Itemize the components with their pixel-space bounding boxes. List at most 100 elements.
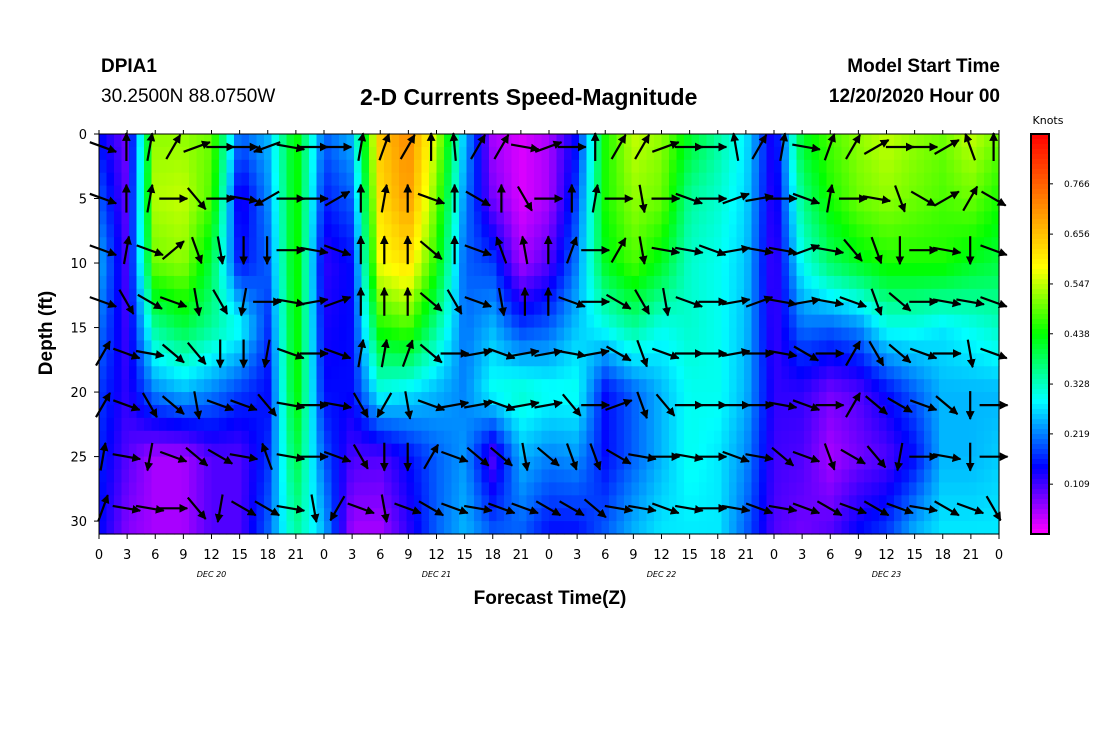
heat-cell [264, 508, 273, 522]
heat-cell [136, 392, 145, 406]
heat-cell [204, 250, 213, 264]
current-arrow [675, 453, 704, 463]
heat-cell [144, 250, 153, 264]
heat-cell [586, 379, 595, 393]
heat-cell [676, 404, 685, 419]
heat-cell [564, 379, 573, 393]
heat-cell [594, 404, 603, 419]
heat-cell [256, 404, 265, 419]
heat-cell [226, 353, 235, 367]
heat-cell [526, 275, 535, 290]
heat-cell [766, 172, 775, 187]
heat-cell [909, 134, 918, 148]
heat-cell [631, 134, 640, 148]
heat-cell [871, 379, 880, 393]
heat-cell [729, 288, 738, 303]
heat-cell [414, 366, 423, 380]
heat-cell [676, 417, 685, 432]
heat-cell [226, 379, 235, 393]
heat-cell [279, 469, 288, 483]
current-arrow [186, 496, 207, 520]
heat-cell [849, 288, 858, 303]
current-arrow [934, 139, 960, 155]
heat-cell [189, 314, 198, 329]
heat-cell [939, 237, 948, 251]
heat-cell [211, 469, 220, 483]
heat-cell [976, 263, 985, 277]
heat-cell [759, 275, 768, 290]
current-arrow [159, 296, 188, 309]
colorbar-cell [1031, 529, 1049, 535]
heat-cell [744, 211, 753, 225]
heat-cell [384, 443, 393, 458]
colorbar-cell [1031, 354, 1049, 360]
heat-cell [984, 288, 993, 303]
heat-cell [399, 288, 408, 303]
heat-cell [984, 469, 993, 483]
heat-cell [99, 417, 108, 432]
heat-cell [271, 366, 280, 380]
heat-cell [481, 288, 490, 303]
heat-cell [279, 146, 288, 161]
heat-cell [909, 366, 918, 380]
heat-cell [339, 443, 348, 458]
heat-cell [849, 353, 858, 367]
current-arrow [863, 500, 890, 517]
y-axis-title: Depth (ft) [36, 291, 57, 375]
heat-cell [279, 301, 288, 316]
heat-cell [369, 521, 378, 535]
heat-cell [916, 443, 925, 458]
heat-cell [541, 263, 550, 277]
heat-cell [826, 301, 835, 316]
heat-cell [729, 250, 738, 264]
current-arrow [135, 349, 165, 359]
heat-cell [601, 185, 610, 200]
heat-cell [256, 237, 265, 251]
heat-cell [421, 469, 430, 483]
heat-cell [466, 404, 475, 419]
current-arrow [863, 139, 890, 155]
heat-cell [661, 404, 670, 419]
heat-cell [639, 314, 648, 329]
heat-cell [901, 237, 910, 251]
heat-cell [106, 146, 115, 161]
heat-cell [684, 237, 693, 251]
heat-cell [99, 521, 108, 535]
heat-cell [331, 404, 340, 419]
heat-cell [196, 392, 205, 406]
current-arrow [276, 143, 306, 153]
heat-cell [174, 482, 183, 496]
heat-cell [699, 134, 708, 148]
heat-cell [114, 172, 123, 187]
heat-cell [429, 366, 438, 380]
heat-cell [684, 314, 693, 329]
heat-cell [121, 482, 130, 496]
heat-cell [459, 237, 468, 251]
heat-cell [639, 185, 648, 200]
heat-cell [196, 469, 205, 483]
heat-cell [976, 482, 985, 496]
heat-cell [159, 275, 168, 290]
heat-cell [444, 495, 453, 509]
heat-cell [451, 521, 460, 535]
heat-cell [429, 224, 438, 238]
current-arrow [190, 236, 203, 265]
heat-cell [826, 146, 835, 161]
heat-cell [99, 379, 108, 393]
heat-cell [549, 275, 558, 290]
heat-cell [654, 275, 663, 290]
heat-cell [114, 379, 123, 393]
heat-cell [294, 237, 303, 251]
heat-cell [376, 211, 385, 225]
heat-cell [271, 301, 280, 316]
heat-cell [256, 508, 265, 522]
heat-cell [594, 417, 603, 432]
heat-cell [204, 314, 213, 329]
heat-cell [954, 211, 963, 225]
heat-cell [421, 211, 430, 225]
heat-cell [219, 211, 228, 225]
colorbar-tick-label: 0.438 [1064, 330, 1090, 340]
heat-cell [294, 430, 303, 445]
current-arrow [323, 347, 352, 360]
heat-cell [699, 327, 708, 342]
